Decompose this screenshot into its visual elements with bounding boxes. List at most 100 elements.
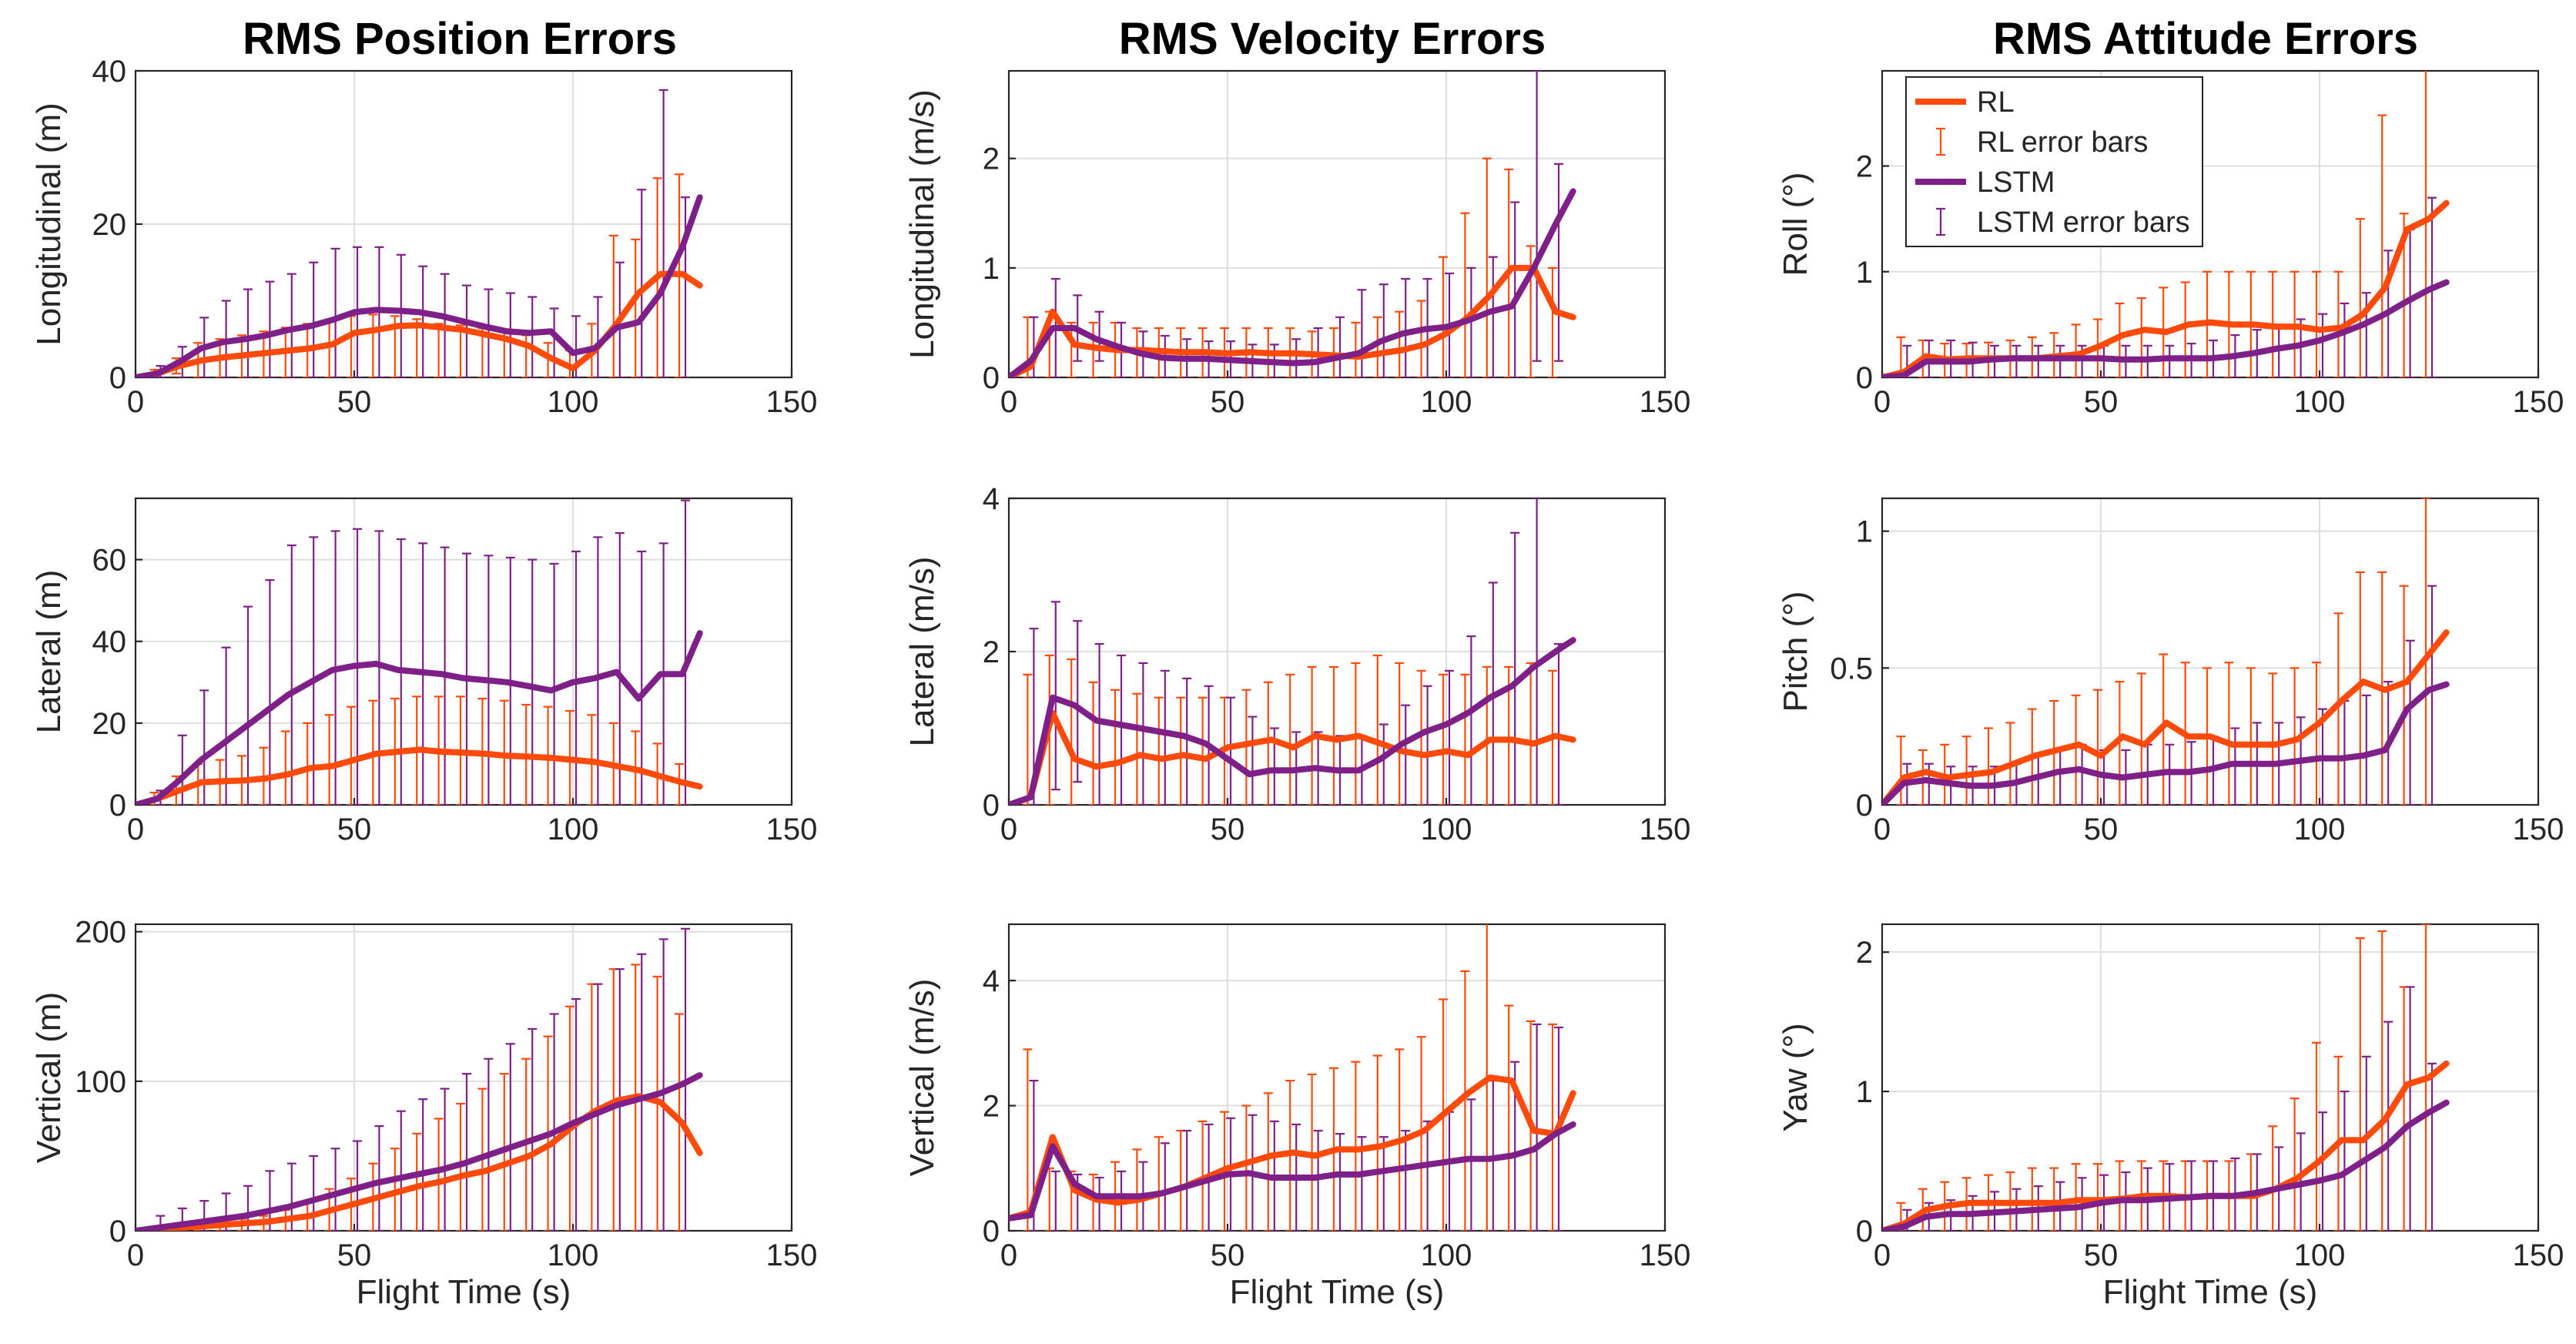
y-tick-label: 0 <box>109 361 126 395</box>
x-tick-label: 50 <box>2084 385 2119 419</box>
rl-error-bars <box>1023 654 1557 805</box>
plot-area <box>1009 498 1576 805</box>
lstm-series-line <box>136 194 703 377</box>
legend-entry-label: LSTM <box>1977 166 2055 199</box>
axes-box <box>1881 497 2540 806</box>
plot-area <box>136 89 703 377</box>
y-tick-label: 40 <box>92 55 127 89</box>
x-tick-label: 0 <box>1000 813 1017 846</box>
x-tick-label: 50 <box>337 1238 372 1272</box>
y-tick-label: 2 <box>983 1090 1000 1124</box>
rl-series-line <box>1882 1060 2450 1231</box>
panel-attitude-pitch: 0 50 100 150 0 0.5 1 Pitch (°) <box>1777 497 2564 846</box>
panel-position-vertical: 0 50 100 150 0 100 200 Vertical (m) Flight Time … <box>30 916 817 1311</box>
lstm-error-bars <box>156 89 690 377</box>
y-tick-label: 0.5 <box>1830 652 1873 685</box>
lstm-series-line <box>1882 681 2450 805</box>
y-tick-label: 1 <box>1856 515 1873 549</box>
y-tick-label: 1 <box>983 252 1000 286</box>
panel-velocity-longitudinal: 0 50 100 150 0 1 2 Longitudinal (m/s) <box>903 69 1691 419</box>
x-tick-label: 150 <box>1640 1238 1691 1272</box>
x-tick-label: 150 <box>1640 385 1691 419</box>
x-tick-label: 150 <box>1640 813 1691 846</box>
rl-series-line <box>1882 629 2450 805</box>
y-axis-label: Lateral (m/s) <box>903 557 941 747</box>
x-tick-label: 0 <box>1000 385 1017 419</box>
x-axis-label: Flight Time (s) <box>357 1273 571 1311</box>
x-tick-label: 150 <box>2513 813 2564 846</box>
x-tick-label: 100 <box>1421 813 1472 846</box>
y-axis-label: Yaw (°) <box>1777 1023 1814 1131</box>
x-tick-label: 150 <box>2513 385 2564 419</box>
y-axis-label: Roll (°) <box>1777 173 1814 277</box>
x-axis-label: Flight Time (s) <box>1230 1273 1445 1311</box>
rl-series-line <box>1009 264 1576 377</box>
x-tick-label: 100 <box>548 1238 599 1272</box>
x-tick-label: 100 <box>548 385 599 419</box>
x-tick-label: 0 <box>127 1238 144 1272</box>
x-tick-label: 50 <box>1211 1238 1245 1272</box>
y-tick-label: 1 <box>1856 1075 1873 1109</box>
y-tick-label: 0 <box>983 361 1000 395</box>
x-tick-label: 0 <box>1874 385 1891 419</box>
x-tick-label: 150 <box>766 1238 818 1272</box>
lstm-error-bars <box>1029 498 1563 805</box>
column-title-position: RMS Position Errors <box>243 14 677 64</box>
x-tick-label: 100 <box>548 813 599 846</box>
rl-series-line <box>136 746 703 805</box>
lstm-series-line <box>1009 637 1576 805</box>
legend: RL RL error bars LSTM LSTM error bars <box>1905 76 2203 247</box>
x-tick-label: 150 <box>766 813 818 846</box>
axes-box <box>1007 69 1667 379</box>
plot-area <box>1882 71 2450 377</box>
x-tick-label: 50 <box>2084 813 2119 846</box>
y-tick-label: 0 <box>109 789 126 823</box>
y-tick-label: 40 <box>92 625 127 659</box>
rl-error-bars <box>1023 924 1557 1231</box>
y-tick-label: 0 <box>109 1215 126 1248</box>
lstm-error-bars <box>1029 71 1563 377</box>
lstm-series-line <box>136 1072 703 1231</box>
lstm-error-bars <box>156 499 690 805</box>
x-tick-label: 50 <box>337 385 372 419</box>
legend-box <box>1905 76 2203 247</box>
y-tick-label: 0 <box>983 1215 1000 1248</box>
x-tick-label: 50 <box>2084 1238 2119 1272</box>
plot-area <box>136 499 703 805</box>
y-tick-label: 2 <box>983 142 1000 176</box>
y-tick-label: 60 <box>92 544 127 578</box>
legend-entry-label: LSTM error bars <box>1977 206 2190 239</box>
legend-entry-label: RL <box>1977 86 2015 119</box>
y-axis-label: Longitudinal (m) <box>30 102 68 346</box>
x-tick-label: 100 <box>1421 385 1472 419</box>
axes-box <box>1007 923 1667 1232</box>
y-tick-label: 0 <box>1856 789 1873 823</box>
y-tick-label: 4 <box>983 482 1000 516</box>
y-tick-label: 200 <box>75 916 126 950</box>
plot-area <box>1882 924 2450 1231</box>
x-tick-label: 150 <box>2513 1238 2564 1272</box>
x-tick-label: 100 <box>2294 1238 2346 1272</box>
rl-series-line <box>1009 1074 1576 1222</box>
y-tick-label: 0 <box>1856 1215 1873 1248</box>
y-axis-label: Lateral (m) <box>30 570 68 734</box>
rl-error-bars <box>149 173 684 377</box>
plot-area <box>1009 924 1576 1231</box>
rl-error-bars <box>1896 924 2430 1231</box>
y-axis-label: Longitudinal (m/s) <box>903 89 941 359</box>
y-tick-label: 2 <box>1856 150 1873 184</box>
lstm-error-bars <box>1902 986 2437 1231</box>
plot-area <box>136 927 703 1231</box>
x-tick-label: 100 <box>2294 813 2346 846</box>
lstm-error-bars <box>156 927 690 1231</box>
x-tick-label: 0 <box>1874 813 1891 846</box>
lstm-series-line <box>136 630 703 805</box>
panel-velocity-lateral: 0 50 100 150 0 2 4 Lateral (m/s) <box>903 482 1690 846</box>
column-title-velocity: RMS Velocity Errors <box>1119 14 1546 64</box>
y-tick-label: 4 <box>983 964 1000 998</box>
legend-entry-label: RL error bars <box>1977 126 2148 159</box>
plot-area <box>1009 71 1576 377</box>
lstm-series-line <box>1882 1099 2450 1231</box>
y-tick-label: 20 <box>92 208 127 242</box>
x-tick-label: 0 <box>127 813 144 846</box>
